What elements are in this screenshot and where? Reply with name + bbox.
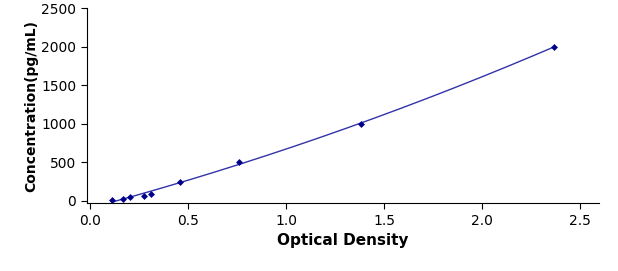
X-axis label: Optical Density: Optical Density — [277, 233, 408, 248]
Point — [139, 194, 149, 198]
Point — [549, 44, 559, 49]
Point — [117, 196, 127, 201]
Point — [107, 198, 117, 202]
Point — [234, 160, 243, 164]
Y-axis label: Concentration(pg/mL): Concentration(pg/mL) — [24, 20, 38, 192]
Point — [356, 122, 366, 126]
Point — [176, 179, 185, 184]
Point — [146, 192, 156, 196]
Point — [125, 195, 135, 199]
